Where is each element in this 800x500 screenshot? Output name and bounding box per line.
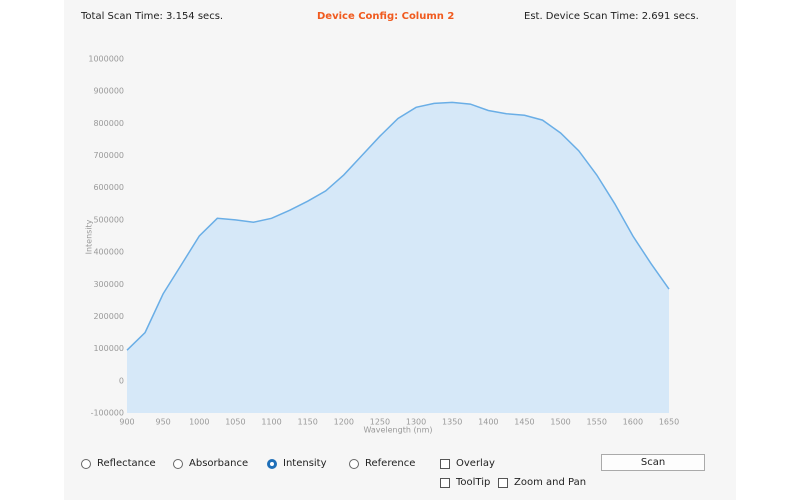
radio[interactable]: Intensity [267,458,327,469]
y-tick-label: 800000 [93,119,124,128]
x-tick-label: 1350 [442,418,462,427]
area-fill [127,102,669,414]
checkbox-box[interactable] [440,458,450,469]
chart: Wavelength (nm) Intensity -100000 0 100000… [85,55,680,435]
y-tick-label: 500000 [93,215,124,224]
radio[interactable]: Reference [349,458,415,469]
checkbox-box[interactable] [498,477,508,488]
y-tick-label: 700000 [93,151,124,160]
checkbox-label: ToolTip [456,477,491,488]
y-tick-label: 200000 [93,312,124,321]
x-tick-label: 1300 [406,418,426,427]
y-tick-label: -100000 [91,409,124,418]
x-tick-label: 1500 [550,418,570,427]
checkbox-label: Zoom and Pan [514,477,587,488]
y-tick-label: 600000 [93,183,124,192]
x-tick-label: 1200 [334,418,354,427]
checkbox-label: Overlay [456,458,495,469]
x-tick-label: 1100 [261,418,281,427]
scan-button[interactable]: Scan [601,454,705,471]
x-tick-label: 1550 [587,418,607,427]
total-scan-time: Total Scan Time: 3.154 secs. [81,11,224,22]
x-tick-label: 1600 [623,418,643,427]
radio-label: Reflectance [97,458,156,469]
device-config: Device Config: Column 2 [317,11,455,22]
x-tick-label: 1050 [225,418,245,427]
y-tick-label: 100000 [93,344,124,353]
radio-label: Absorbance [189,458,249,469]
est-scan-time: Est. Device Scan Time: 2.691 secs. [524,11,699,22]
checkbox[interactable]: Zoom and Pan [498,477,586,488]
x-tick-label: 1650 [659,418,679,427]
radio-box[interactable] [81,458,91,469]
radio-box[interactable] [349,458,359,469]
radio[interactable]: Reflectance [81,458,156,469]
y-tick-label: 1000000 [88,55,124,64]
area-line [126,101,670,351]
y-tick-label: 300000 [93,280,124,289]
x-tick-label: 1450 [514,418,534,427]
x-tick-label: 1400 [478,418,498,427]
x-tick-label: 900 [119,418,134,427]
checkbox[interactable]: ToolTip [440,477,490,488]
checkbox-box[interactable] [440,477,450,488]
radio-label: Intensity [283,458,327,469]
x-tick-label: 1150 [297,418,317,427]
y-tick-label: 0 [119,376,124,385]
x-tick-label: 1000 [189,418,209,427]
checkbox[interactable]: Overlay [440,458,495,469]
radio-label: Reference [365,458,416,469]
y-tick-label: 400000 [93,248,124,257]
radio-box[interactable] [173,458,183,469]
x-tick-label: 1250 [370,418,390,427]
radio[interactable]: Absorbance [173,458,248,469]
x-tick-label: 950 [155,418,170,427]
x-axis-label: Wavelength (nm) [363,426,432,435]
y-tick-label: 900000 [93,87,124,96]
y-axis-label: Intensity [85,219,94,254]
radio-box[interactable] [267,458,277,469]
